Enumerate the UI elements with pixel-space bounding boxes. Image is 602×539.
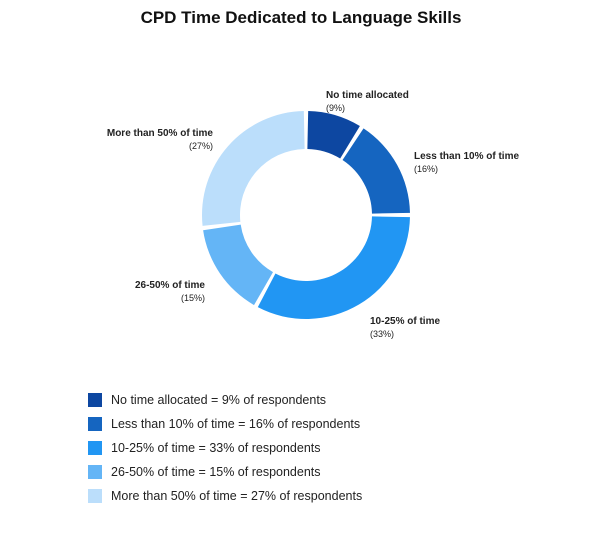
- chart-title: CPD Time Dedicated to Language Skills: [140, 8, 462, 27]
- chart-legend: No time allocated = 9% of respondents Le…: [88, 388, 362, 508]
- slice-label-less-than-10-of-time: Less than 10% of time: [414, 151, 519, 162]
- slice-label-26-50-of-time: 26-50% of time: [135, 280, 205, 291]
- donut-chart: No time allocated (9%) Less than 10% of ti…: [107, 90, 520, 339]
- slice-26-50-of-time: [203, 224, 273, 306]
- slice-value-label-no-time-allocated: (9%): [326, 103, 345, 113]
- legend-label: 10-25% of time = 33% of respondents: [111, 441, 321, 455]
- slice-value-label-less-than-10-of-time: (16%): [414, 164, 438, 174]
- slice-more-than-50-of-time: [201, 111, 305, 226]
- legend-swatch: [88, 441, 102, 455]
- slice-value-label-10-25-of-time: (33%): [370, 329, 394, 339]
- legend-item-more-than-50: More than 50% of time = 27% of responden…: [88, 484, 362, 508]
- legend-swatch: [88, 393, 102, 407]
- legend-item-10-25: 10-25% of time = 33% of respondents: [88, 436, 362, 460]
- legend-item-no-time: No time allocated = 9% of respondents: [88, 388, 362, 412]
- legend-label: 26-50% of time = 15% of respondents: [111, 465, 321, 479]
- legend-item-less-than-10: Less than 10% of time = 16% of responden…: [88, 412, 362, 436]
- legend-swatch: [88, 489, 102, 503]
- slice-value-label-more-than-50-of-time: (27%): [189, 141, 213, 151]
- legend-item-26-50: 26-50% of time = 15% of respondents: [88, 460, 362, 484]
- legend-swatch: [88, 417, 102, 431]
- legend-label: Less than 10% of time = 16% of responden…: [111, 417, 361, 431]
- legend-label: More than 50% of time = 27% of responden…: [111, 489, 363, 503]
- legend-label: No time allocated = 9% of respondents: [111, 393, 327, 407]
- slice-label-10-25-of-time: 10-25% of time: [370, 316, 440, 327]
- slice-less-than-10-of-time: [342, 128, 410, 214]
- slice-label-no-time-allocated: No time allocated: [326, 90, 409, 101]
- legend-swatch: [88, 465, 102, 479]
- slice-value-label-26-50-of-time: (15%): [181, 293, 205, 303]
- slice-10-25-of-time: [257, 216, 410, 319]
- slice-label-more-than-50-of-time: More than 50% of time: [107, 128, 214, 139]
- slice-no-time-allocated: [307, 111, 360, 159]
